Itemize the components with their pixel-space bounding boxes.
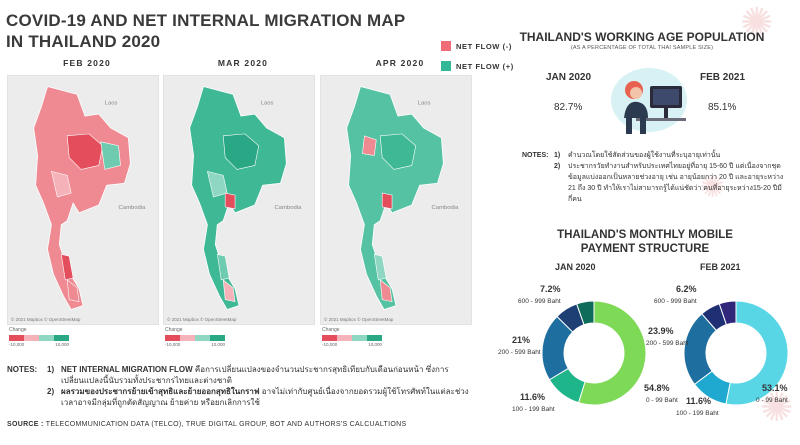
map-title-feb: FEB 2020 xyxy=(63,58,111,68)
working-age-subtitle: (AS A PERCENTAGE OF TOTAL THAI SAMPLE SI… xyxy=(570,45,714,51)
donut-feb-pct-600-999: 6.2% xyxy=(676,284,697,294)
office-worker-illustration xyxy=(611,68,687,134)
map-apr-2020[interactable]: Laos Cambodia © 2021 Mapbox © OpenStreet… xyxy=(320,75,472,325)
map-title-mar: MAR 2020 xyxy=(217,58,269,68)
color-scale-apr: Change -10,000 10,000 xyxy=(322,327,474,347)
map-mar-2020[interactable]: Laos Cambodia © 2021 Mapbox © OpenStreet… xyxy=(163,75,315,325)
scale-min: -10,000 xyxy=(9,342,25,347)
map-credit: © 2021 Mapbox © OpenStreetMap xyxy=(167,317,237,322)
map-label-laos: Laos xyxy=(105,100,118,106)
donut-slice-0-0 xyxy=(577,300,647,406)
notes-migration: NOTES: 1) NET INTERNAL MIGRATION FLOW คื… xyxy=(7,364,477,408)
legend-item-negative: NET FLOW (-) xyxy=(441,40,514,52)
legend-swatch-negative xyxy=(441,41,451,51)
notes-working-age: NOTES: 1) คำนวณโดยใช้สัดส่วนของผู้ใช้งาน… xyxy=(522,150,784,205)
map-label-cambodia: Cambodia xyxy=(275,205,303,211)
note-text: คำนวณโดยใช้สัดส่วนของผู้ใช้งานที่ระบุอาย… xyxy=(568,152,721,159)
working-age-right-value: 85.1% xyxy=(708,102,737,113)
working-age-left-value: 82.7% xyxy=(554,102,583,113)
note-number: 1) xyxy=(47,365,55,374)
scale-max: 10,000 xyxy=(55,342,69,347)
mobile-payment-title: THAILAND'S MONTHLY MOBILE PAYMENT STRUCT… xyxy=(540,228,750,256)
source-label: SOURCE : xyxy=(7,421,44,428)
note-heading: ผลรวมของประชากรย้ายเข้าสุทธิและย้ายออกสุ… xyxy=(61,387,260,396)
map-credit: © 2021 Mapbox © OpenStreetMap xyxy=(11,317,81,322)
donut-chart-jan-2020 xyxy=(541,300,647,406)
donut-slice-1-0 xyxy=(725,300,789,406)
working-age-right-label: FEB 2021 xyxy=(700,72,746,83)
donut-jan-range-100-199: 100 - 199 Baht xyxy=(512,406,555,413)
note-item: NOTES: 1) คำนวณโดยใช้สัดส่วนของผู้ใช้งาน… xyxy=(522,150,784,161)
mobile-payment-title-line2: PAYMENT STRUCTURE xyxy=(580,243,710,255)
donut-slice-1-4 xyxy=(718,300,737,326)
scale-min: -10,000 xyxy=(322,342,338,347)
donut-jan-range-200-599: 200 - 599 Baht xyxy=(498,349,541,356)
donut-feb-range-600-999: 600 - 999 Baht xyxy=(654,298,697,305)
note-text: อาจไม่เท่ากับศูนย์เนื่องจากยอดรวมผู้ใช้โ… xyxy=(61,387,469,407)
notes-label: NOTES: xyxy=(7,365,38,374)
thailand-map-apr: Laos Cambodia xyxy=(346,86,460,311)
page-title: COVID-19 AND NET INTERNAL MIGRATION MAP … xyxy=(6,11,406,51)
note-text: คือการเปลี่ยนแปลงของจำนวนประชากรสุทธิเที… xyxy=(61,365,449,385)
color-scale-mar: Change -10,000 10,000 xyxy=(165,327,317,347)
note-number: 2) xyxy=(554,163,561,170)
scale-bar xyxy=(9,335,69,341)
legend-label-positive: NET FLOW (+) xyxy=(456,61,514,71)
donut-jan-range-600-999: 600 - 999 Baht xyxy=(518,298,561,305)
donut-jan-pct-0-99: 54.8% xyxy=(644,383,670,393)
donut-year-feb: FEB 2021 xyxy=(700,262,741,272)
thailand-map-feb: Laos Cambodia xyxy=(33,86,147,311)
donut-jan-pct-600-999: 7.2% xyxy=(540,284,561,294)
source-text: TELECOMMUNICATION DATA (TELCO), TRUE DIG… xyxy=(43,421,407,428)
note-number: 1) xyxy=(554,152,561,159)
donut-jan-pct-200-599: 21% xyxy=(512,335,531,345)
legend-label-negative: NET FLOW (-) xyxy=(456,41,512,51)
donut-feb-pct-200-599: 23.9% xyxy=(648,326,674,336)
map-feb-2020[interactable]: Laos Cambodia © 2021 Mapbox © OpenStreet… xyxy=(7,75,159,325)
map-legend: NET FLOW (-) NET FLOW (+) xyxy=(441,40,514,80)
donut-chart-feb-2021 xyxy=(683,300,789,406)
working-age-left-label: JAN 2020 xyxy=(546,72,592,83)
scale-max: 10,000 xyxy=(368,342,382,347)
mobile-payment-title-line1: THAILAND'S MONTHLY MOBILE xyxy=(557,229,733,241)
virus-decoration-icon: ✺ xyxy=(740,1,774,45)
scale-max: 10,000 xyxy=(211,342,225,347)
note-text: ประชากรวัยทำงานสำหรับประเทศไทยอยู่ที่อาย… xyxy=(568,163,784,203)
map-label-cambodia: Cambodia xyxy=(432,205,460,211)
scale-label: Change xyxy=(322,327,340,333)
scale-bar xyxy=(322,335,382,341)
map-label-laos: Laos xyxy=(418,100,431,106)
scale-label: Change xyxy=(165,327,183,333)
note-heading: NET INTERNAL MIGRATION FLOW xyxy=(61,365,193,374)
note-item: 2) ประชากรวัยทำงานสำหรับประเทศไทยอยู่ที่… xyxy=(522,161,784,205)
map-label-laos: Laos xyxy=(261,100,274,106)
thailand-map-mar: Laos Cambodia xyxy=(189,86,303,311)
source-note: SOURCE : TELECOMMUNICATION DATA (TELCO),… xyxy=(7,421,406,428)
map-label-cambodia: Cambodia xyxy=(119,205,147,211)
color-scale-feb: Change -10,000 10,000 xyxy=(9,327,161,347)
scale-bar xyxy=(165,335,225,341)
donut-feb-range-0-99: 0 - 99 Baht xyxy=(756,397,788,404)
note-number: 2) xyxy=(47,387,55,396)
legend-swatch-positive xyxy=(441,61,451,71)
donut-year-jan: JAN 2020 xyxy=(555,262,596,272)
working-age-title: THAILAND'S WORKING AGE POPULATION xyxy=(519,30,765,44)
map-title-apr: APR 2020 xyxy=(375,58,425,68)
donut-feb-range-200-599: 200 - 599 Baht xyxy=(646,340,689,347)
note-item: NOTES: 1) NET INTERNAL MIGRATION FLOW คื… xyxy=(7,364,477,386)
note-item: 2) ผลรวมของประชากรย้ายเข้าสุทธิและย้ายออ… xyxy=(7,386,477,408)
donut-jan-pct-100-199: 11.6% xyxy=(520,392,546,402)
map-credit: © 2021 Mapbox © OpenStreetMap xyxy=(324,317,394,322)
donut-jan-range-0-99: 0 - 99 Baht xyxy=(646,397,678,404)
donut-feb-pct-100-199: 11.6% xyxy=(686,396,712,406)
donut-feb-pct-0-99: 53.1% xyxy=(762,383,788,393)
legend-item-positive: NET FLOW (+) xyxy=(441,60,514,72)
scale-label: Change xyxy=(9,327,27,333)
virus-decoration-icon: ✺ xyxy=(700,171,726,204)
donut-feb-range-100-199: 100 - 199 Baht xyxy=(676,410,719,417)
scale-min: -10,000 xyxy=(165,342,181,347)
notes-label: NOTES: xyxy=(522,152,549,159)
donut-slice-0-4 xyxy=(576,300,595,326)
